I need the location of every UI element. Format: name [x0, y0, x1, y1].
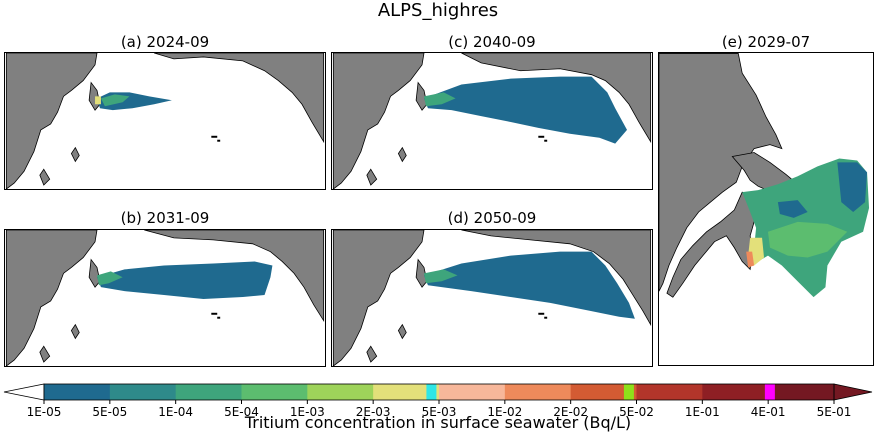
north-america-landmass: [154, 53, 325, 144]
panel-title-d: (d) 2050-09: [447, 209, 537, 227]
plume-a: [95, 92, 172, 111]
colorbar-segment: [636, 384, 703, 400]
plume-d: [424, 251, 635, 319]
colorbar-segment: [570, 384, 637, 400]
colorbar-tick-label: 5E-03: [422, 405, 457, 419]
north-america-landmass: [144, 230, 325, 323]
colorbar-segment: [373, 384, 440, 400]
north-america-landmass: [461, 230, 652, 327]
colorbar-segment: [702, 384, 769, 400]
japan-landmass: [659, 53, 799, 298]
colorbar-ticks: 1E-05 5E-05 1E-04 5E-04 1E-03 2E-03 5E-03 1E-02…: [27, 400, 852, 419]
colorbar-highlight: [623, 384, 634, 400]
colorbar-tick-label: 5E-02: [619, 405, 654, 419]
colorbar-segment: [504, 384, 572, 400]
panel-title-b: (b) 2031-09: [120, 209, 210, 227]
colorbar-highlight: [426, 384, 437, 400]
colorbar-tick-label: 5E-01: [817, 405, 852, 419]
map-panel-a: [4, 52, 326, 190]
asia-landmass: [332, 230, 428, 366]
panel-title-a: (a) 2024-09: [120, 33, 210, 51]
colorbar-segment: [307, 384, 374, 400]
colorbar-tick-label: 1E-03: [290, 405, 325, 419]
colorbar-extend-high: [833, 383, 873, 401]
islands: [211, 135, 221, 142]
north-america-landmass: [461, 53, 652, 144]
asia-landmass: [5, 230, 101, 366]
colorbar-segment: [109, 384, 177, 400]
plume-c: [424, 76, 628, 144]
islands: [538, 312, 548, 319]
islands: [538, 135, 548, 142]
colorbar-segment: [439, 384, 506, 400]
colorbar-extend-low: [3, 383, 45, 401]
map-panel-d: [331, 229, 653, 367]
asia-landmass: [332, 53, 428, 189]
colorbar-tick-label: 1E-04: [158, 405, 193, 419]
map-panel-e: [658, 52, 874, 366]
islands: [211, 312, 221, 319]
colorbar-segment: [44, 384, 111, 400]
colorbar-label: Tritium concentration in surface seawate…: [244, 413, 632, 432]
colorbar-tick-label: 2E-03: [356, 405, 391, 419]
colorbar-tick-label: 5E-05: [92, 405, 127, 419]
colorbar-tick-label: 1E-01: [685, 405, 720, 419]
colorbar-highlight: [764, 384, 775, 400]
colorbar-segment: [241, 384, 308, 400]
map-panel-c: [331, 52, 653, 190]
figure-title: ALPS_highres: [377, 0, 499, 21]
colorbar-segments: [3, 383, 873, 401]
colorbar-tick-label: 1E-02: [487, 405, 522, 419]
colorbar-tick-label: 4E-01: [751, 405, 786, 419]
colorbar: 1E-05 5E-05 1E-04 5E-04 1E-03 2E-03 5E-03 1E-02…: [3, 383, 873, 419]
plume-e: [742, 158, 870, 298]
colorbar-tick-label: 1E-05: [27, 405, 62, 419]
map-panel-b: [4, 229, 326, 367]
panel-title-e: (e) 2029-07: [721, 33, 811, 51]
panel-title-c: (c) 2040-09: [448, 33, 536, 51]
asia-landmass: [5, 53, 101, 189]
colorbar-tick-label: 2E-02: [553, 405, 588, 419]
colorbar-tick-label: 5E-04: [224, 405, 259, 419]
colorbar-segment: [175, 384, 242, 400]
plume-b: [97, 261, 273, 299]
colorbar-segment: [768, 384, 835, 400]
